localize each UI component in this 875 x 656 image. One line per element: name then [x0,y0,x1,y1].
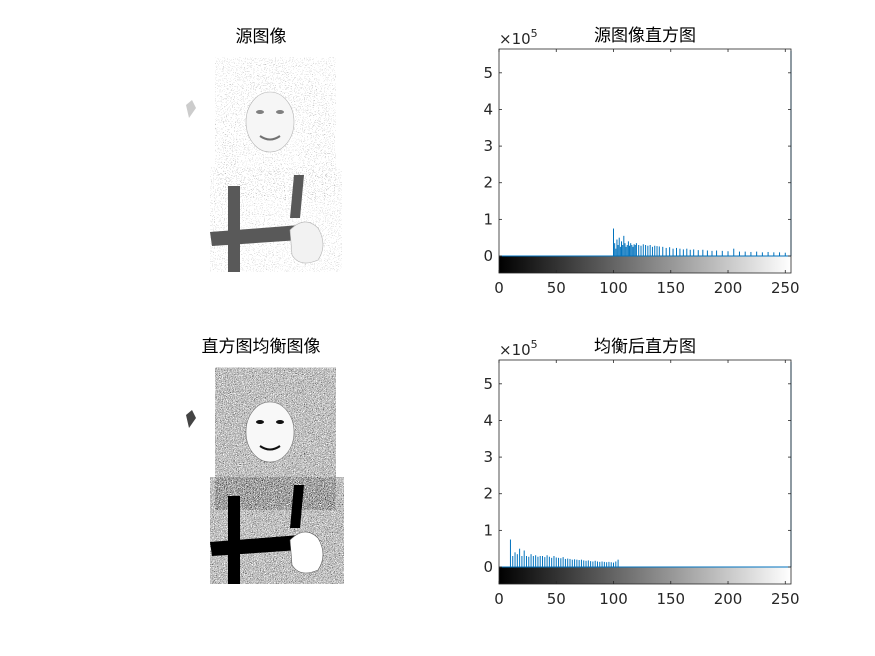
equalized-histogram: 均衡后直方图 ×105 0 50 100 150 200 250 0 1 2 3 4 5 [483,337,799,608]
y-tick-label: 0 [483,247,493,265]
source-image: 源图像 [186,27,342,272]
y-tick-label: 2 [483,485,493,503]
x-tick-label: 0 [494,590,504,608]
y-tick-label: 4 [483,411,493,429]
source-photo [186,57,342,272]
colorbar-gradient [499,567,791,584]
y-tick-label: 3 [483,137,493,155]
y-tick-label: 2 [483,174,493,192]
equalized-photo [186,367,344,584]
x-tick-label: 200 [714,279,743,297]
x-tick-label: 0 [494,279,504,297]
y-exponent-label: ×105 [499,27,538,48]
x-tick-label: 150 [656,279,685,297]
axes-box [498,359,792,585]
y-tick-label: 1 [483,521,493,539]
source-histogram: 源图像直方图 ×105 0 50 100 150 200 250 0 1 2 3 4 5 [483,26,799,297]
source-image-title: 源图像 [236,27,287,47]
x-tick-label: 100 [599,590,628,608]
y-tick-label: 4 [483,100,493,118]
equalized-image-title: 直方图均衡图像 [202,337,321,357]
x-tick-label: 250 [771,279,800,297]
x-tick-label: 50 [547,590,566,608]
axes-box [498,48,792,274]
x-tick-label: 100 [599,279,628,297]
x-tick-label: 200 [714,590,743,608]
y-tick-label: 1 [483,210,493,228]
colorbar-gradient [499,256,791,273]
x-tick-label: 150 [656,590,685,608]
x-tick-label: 50 [547,279,566,297]
x-tick-label: 250 [771,590,800,608]
chart-title: 均衡后直方图 [594,337,696,357]
y-exponent-label: ×105 [499,338,538,359]
y-tick-label: 0 [483,558,493,576]
chart-title: 源图像直方图 [594,26,696,46]
y-tick-label: 3 [483,448,493,466]
y-tick-label: 5 [483,375,493,393]
equalized-image: 直方图均衡图像 [186,337,344,584]
y-tick-label: 5 [483,64,493,82]
